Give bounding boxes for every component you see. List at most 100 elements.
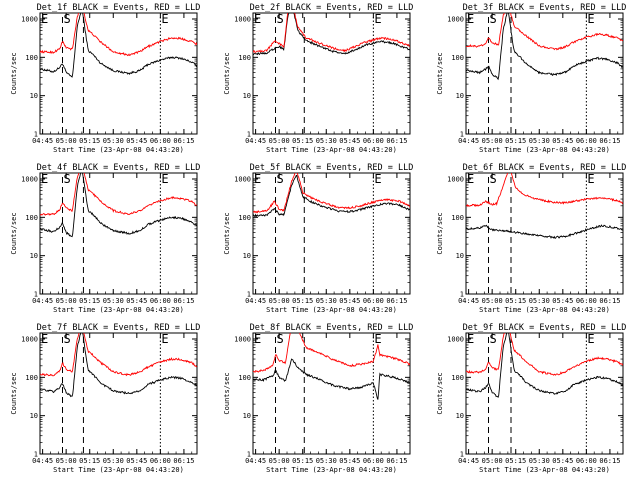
y-tick-label: 100 (25, 374, 38, 382)
x-axis-label: Start Time (23-Apr-08 04:43:20) (53, 306, 184, 314)
marker-label-S: S (490, 12, 497, 26)
series-line-events (253, 358, 410, 400)
y-tick-label: 1000 (21, 336, 38, 344)
x-tick-label: 05:00 (56, 297, 77, 305)
x-tick-label: 05:15 (505, 297, 526, 305)
y-tick-label: 1 (34, 451, 38, 459)
series-line-lld (466, 333, 623, 376)
marker-label-E: E (374, 332, 381, 346)
x-tick-label: 06:00 (150, 137, 171, 145)
x-tick-label: 04:45 (245, 457, 266, 465)
x-tick-label: 05:30 (316, 137, 337, 145)
panel-title: Det_8f BLACK = Events, RED = LLD (250, 323, 414, 333)
x-tick-label: 04:45 (245, 137, 266, 145)
marker-label-E: E (41, 332, 48, 346)
panel-title: Det_4f BLACK = Events, RED = LLD (37, 163, 201, 173)
x-tick-label: 06:15 (173, 457, 194, 465)
marker-label-E: E (254, 332, 261, 346)
x-tick-label: 05:30 (529, 137, 550, 145)
chart-panel-6: Det_6f BLACK = Events, RED = LLD 1 10 100 10… (436, 163, 626, 314)
y-tick-label: 1000 (21, 16, 38, 24)
x-tick-label: 05:15 (79, 297, 100, 305)
x-axis-label: Start Time (23-Apr-08 04:43:20) (53, 146, 184, 154)
marker-label-E: E (467, 332, 474, 346)
marker-label-S: S (277, 172, 284, 186)
x-tick-label: 05:00 (269, 297, 290, 305)
x-tick-label: 04:45 (32, 457, 53, 465)
x-tick-label: 06:00 (363, 457, 384, 465)
y-tick-label: 10 (30, 252, 38, 260)
x-tick-label: 06:15 (386, 457, 407, 465)
y-tick-label: 10 (456, 92, 464, 100)
axes-frame (465, 12, 624, 135)
y-tick-label: 100 (238, 374, 251, 382)
series-line-lld (253, 333, 410, 373)
y-tick-label: 1 (460, 451, 464, 459)
marker-label-E: E (374, 12, 381, 26)
series-line-events (40, 173, 197, 238)
x-tick-label: 04:45 (32, 297, 53, 305)
marker-label-S: S (64, 12, 71, 26)
x-tick-label: 05:00 (269, 457, 290, 465)
series-line-lld (466, 13, 623, 51)
y-tick-label: 100 (238, 54, 251, 62)
y-tick-label: 10 (243, 252, 251, 260)
axes-frame (252, 172, 411, 295)
marker-label-E: E (254, 12, 261, 26)
y-tick-label: 1000 (234, 16, 251, 24)
x-tick-label: 06:15 (599, 457, 620, 465)
chart-panel-7: Det_7f BLACK = Events, RED = LLD 1 10 100 10… (10, 323, 200, 474)
x-tick-label: 05:45 (339, 297, 360, 305)
x-axis-label: Start Time (23-Apr-08 04:43:20) (479, 146, 610, 154)
y-tick-label: 10 (456, 252, 464, 260)
x-axis-label: Start Time (23-Apr-08 04:43:20) (266, 466, 397, 474)
x-tick-label: 05:00 (482, 297, 503, 305)
series-line-lld (40, 173, 197, 216)
panel-title: Det_5f BLACK = Events, RED = LLD (250, 163, 414, 173)
y-tick-label: 10 (243, 92, 251, 100)
x-tick-label: 05:45 (126, 137, 147, 145)
series-line-lld (466, 173, 623, 208)
marker-label-E: E (254, 172, 261, 186)
x-tick-label: 06:15 (173, 137, 194, 145)
x-tick-label: 06:15 (599, 137, 620, 145)
marker-label-E: E (467, 172, 474, 186)
x-axis-label: Start Time (23-Apr-08 04:43:20) (53, 466, 184, 474)
marker-label-S: S (64, 172, 71, 186)
marker-label-E: E (41, 12, 48, 26)
x-tick-label: 04:45 (458, 457, 479, 465)
marker-label-S: S (277, 332, 284, 346)
y-axis-label: Counts/sec (10, 52, 18, 94)
x-tick-label: 04:45 (245, 297, 266, 305)
x-tick-label: 05:00 (56, 137, 77, 145)
y-tick-label: 1 (34, 131, 38, 139)
panel-title: Det_7f BLACK = Events, RED = LLD (37, 323, 201, 333)
x-tick-label: 06:00 (576, 297, 597, 305)
x-tick-label: 05:15 (292, 137, 313, 145)
chart-panel-8: Det_8f BLACK = Events, RED = LLD 1 10 100 10… (223, 323, 413, 474)
chart-panel-2: Det_2f BLACK = Events, RED = LLD 1 10 100 10… (223, 3, 413, 154)
x-tick-label: 05:15 (292, 297, 313, 305)
x-tick-label: 06:00 (363, 297, 384, 305)
marker-label-E: E (161, 12, 168, 26)
x-tick-label: 06:15 (386, 137, 407, 145)
marker-label-S: S (490, 332, 497, 346)
marker-label-E: E (161, 172, 168, 186)
y-tick-label: 10 (30, 412, 38, 420)
x-tick-label: 06:15 (173, 297, 194, 305)
x-tick-label: 06:00 (150, 297, 171, 305)
marker-label-E: E (467, 12, 474, 26)
x-tick-label: 05:30 (103, 457, 124, 465)
chart-panel-9: Det_9f BLACK = Events, RED = LLD 1 10 100 10… (436, 323, 626, 474)
x-tick-label: 05:45 (552, 137, 573, 145)
y-axis-label: Counts/sec (10, 372, 18, 414)
chart-panel-1: Det_1f BLACK = Events, RED = LLD 1 10 100 10… (10, 3, 200, 154)
axes-frame (39, 12, 198, 135)
panel-title: Det_1f BLACK = Events, RED = LLD (37, 3, 201, 13)
x-tick-label: 06:15 (599, 297, 620, 305)
x-tick-label: 05:45 (339, 457, 360, 465)
marker-label-S: S (490, 172, 497, 186)
y-tick-label: 10 (243, 412, 251, 420)
x-axis-label: Start Time (23-Apr-08 04:43:20) (266, 306, 397, 314)
